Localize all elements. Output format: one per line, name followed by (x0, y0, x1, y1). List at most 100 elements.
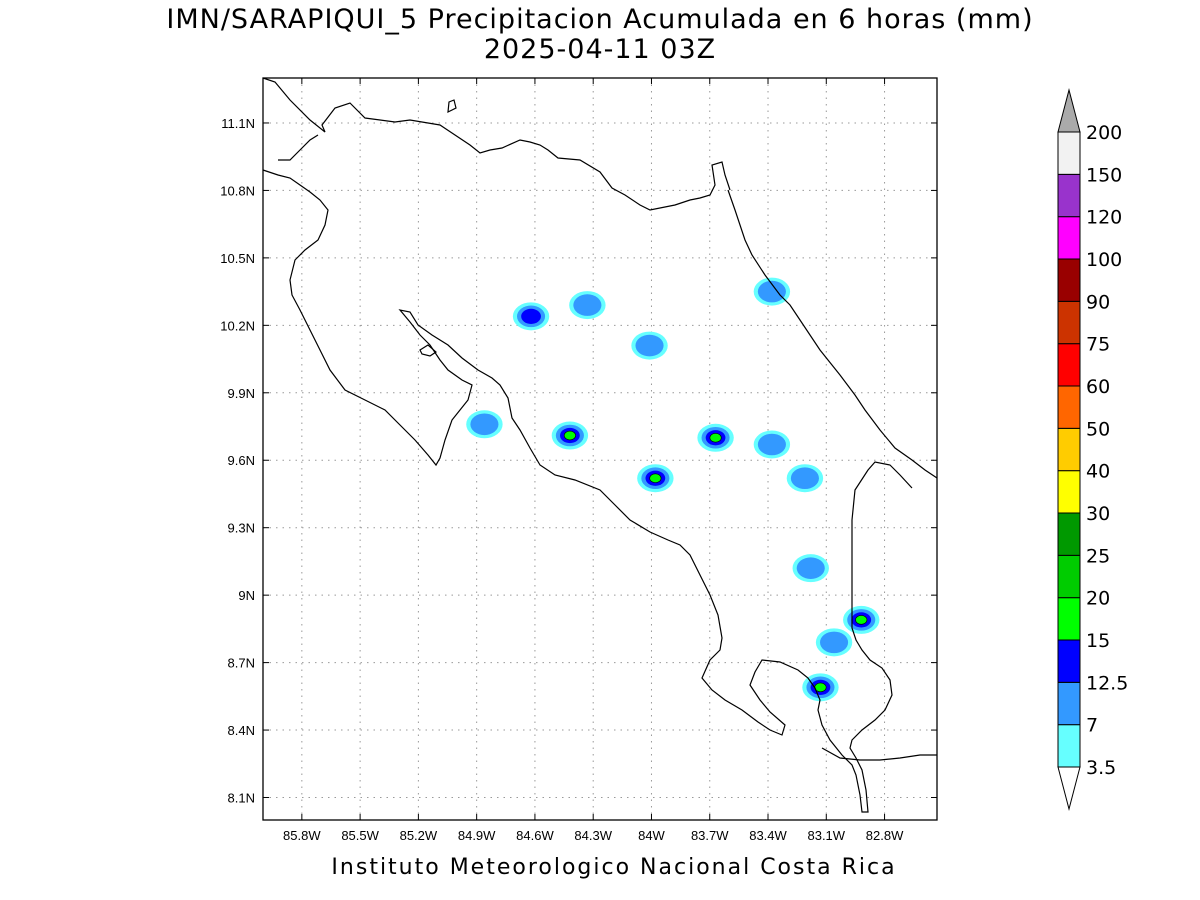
precip-cell (792, 554, 829, 583)
colorbar-label: 3.5 (1086, 757, 1116, 779)
colorbar-label: 50 (1086, 418, 1110, 440)
panama-coast (821, 747, 937, 761)
precip-contour (757, 433, 786, 456)
precip-contour (573, 294, 602, 316)
precip-contour (635, 334, 664, 357)
y-tick-label: 10.8N (220, 183, 255, 198)
precip-cell (802, 673, 839, 702)
precip-cell (815, 628, 853, 657)
colorbar-label: 30 (1086, 503, 1110, 525)
colorbar-swatch (1057, 554, 1081, 599)
colorbar-swatch (1057, 258, 1081, 302)
nicoya-inlet (278, 134, 319, 161)
pacific-coastline (262, 169, 913, 813)
colorbar-swatch (1057, 131, 1081, 175)
precipitation-layer (466, 277, 880, 702)
colorbar-swatch (1057, 724, 1081, 768)
precip-cell (512, 302, 550, 331)
x-tick-label: 83.1W (807, 828, 845, 843)
colorbar-label: 12.5 (1086, 672, 1128, 694)
colorbar-over-arrow (1057, 88, 1081, 133)
y-tick-label: 9.6N (228, 453, 255, 468)
x-tick-label: 85.2W (400, 828, 438, 843)
y-tick-label: 8.7N (228, 656, 255, 671)
y-tick-label: 9.9N (228, 386, 255, 401)
precip-contour (709, 433, 722, 443)
x-tick-label: 85.8W (283, 828, 321, 843)
map-title: IMN/SARAPIQUI_5 Precipitacion Acumulada … (166, 4, 1034, 35)
colorbar-label: 7 (1086, 715, 1098, 737)
colorbar-swatch (1057, 300, 1081, 345)
precip-cell (753, 277, 791, 306)
y-tick-label: 8.4N (228, 723, 255, 738)
precip-contour (757, 280, 786, 303)
x-tick-label: 84.9W (458, 828, 496, 843)
precip-contour (563, 430, 576, 441)
colorbar-swatch (1057, 385, 1081, 429)
y-tick-label: 9.3N (228, 521, 255, 536)
map-valid-time: 2025-04-11 03Z (483, 34, 717, 65)
colorbar-swatch (1057, 343, 1081, 387)
x-tick-label: 83.4W (749, 828, 787, 843)
x-tick-label: 84.6W (516, 828, 554, 843)
y-tick-label: 10.2N (220, 318, 255, 333)
y-axis-ticks: 11.1N 10.8N 10.5N 10.2N 9.9N 9.6N 9.3N 9N 8.7N 8.… (220, 116, 937, 806)
precip-contour (796, 557, 825, 579)
precip-cell (631, 331, 668, 360)
precip-contour (470, 413, 499, 436)
colorbar-swatch (1057, 216, 1081, 260)
institution-credit: Instituto Meteorologico Nacional Costa R… (331, 855, 897, 880)
precip-contour (855, 615, 868, 625)
colorbar-label: 150 (1086, 164, 1122, 186)
colorbar-swatch (1057, 427, 1081, 472)
precip-cell (843, 605, 880, 634)
nicaragua-coastline (262, 77, 731, 211)
coastline-layer (262, 77, 938, 813)
colorbar-label: 40 (1086, 461, 1110, 483)
precip-cell (637, 464, 674, 493)
precip-cell (466, 410, 503, 439)
x-tick-label: 82.8W (866, 828, 904, 843)
colorbar-swatch (1057, 681, 1081, 726)
colorbar-label: 15 (1086, 630, 1110, 652)
colorbar-label: 200 (1086, 122, 1122, 144)
y-tick-label: 9N (238, 588, 255, 603)
lake-island (447, 99, 457, 114)
precip-cell (753, 430, 791, 459)
precip-cell (697, 423, 734, 452)
colorbar-label: 120 (1086, 207, 1122, 229)
precip-contour (790, 467, 819, 490)
colorbar-label: 25 (1086, 545, 1110, 567)
precip-contour (820, 631, 849, 654)
precip-cell (569, 291, 606, 320)
y-tick-label: 10.5N (220, 251, 255, 266)
x-axis-ticks: 85.8W 85.5W 85.2W 84.9W 84.6W 84.3W 84W 83.7W 83… (283, 78, 904, 843)
colorbar-swatch (1057, 173, 1081, 218)
x-tick-label: 84.3W (574, 828, 612, 843)
precip-contour (649, 473, 662, 483)
colorbar-label: 75 (1086, 334, 1110, 356)
colorbar-swatch (1057, 597, 1081, 641)
colorbar-label: 20 (1086, 588, 1110, 610)
y-tick-label: 11.1N (221, 116, 255, 131)
colorbar-swatch (1057, 470, 1081, 514)
colorbar-label: 90 (1086, 291, 1110, 313)
x-tick-label: 84W (638, 828, 665, 843)
precip-contour (521, 308, 541, 324)
precip-cell (786, 464, 824, 493)
caribbean-coastline (727, 189, 938, 479)
map-frame (262, 77, 938, 821)
colorbar-label: 100 (1086, 249, 1122, 271)
colorbar-swatch (1057, 639, 1081, 683)
colorbar-legend: 3.5 7 12.5 15 20 25 30 40 50 60 75 90 100 120 150 200 (1057, 88, 1128, 811)
x-tick-label: 83.7W (691, 828, 729, 843)
x-tick-label: 85.5W (341, 828, 379, 843)
y-tick-label: 8.1N (228, 791, 255, 806)
map-grid (263, 78, 937, 820)
precip-cell (551, 421, 589, 450)
colorbar-under-arrow (1057, 766, 1081, 811)
colorbar-label: 60 (1086, 376, 1110, 398)
colorbar-swatch (1057, 512, 1081, 556)
gulf-island (419, 344, 437, 357)
